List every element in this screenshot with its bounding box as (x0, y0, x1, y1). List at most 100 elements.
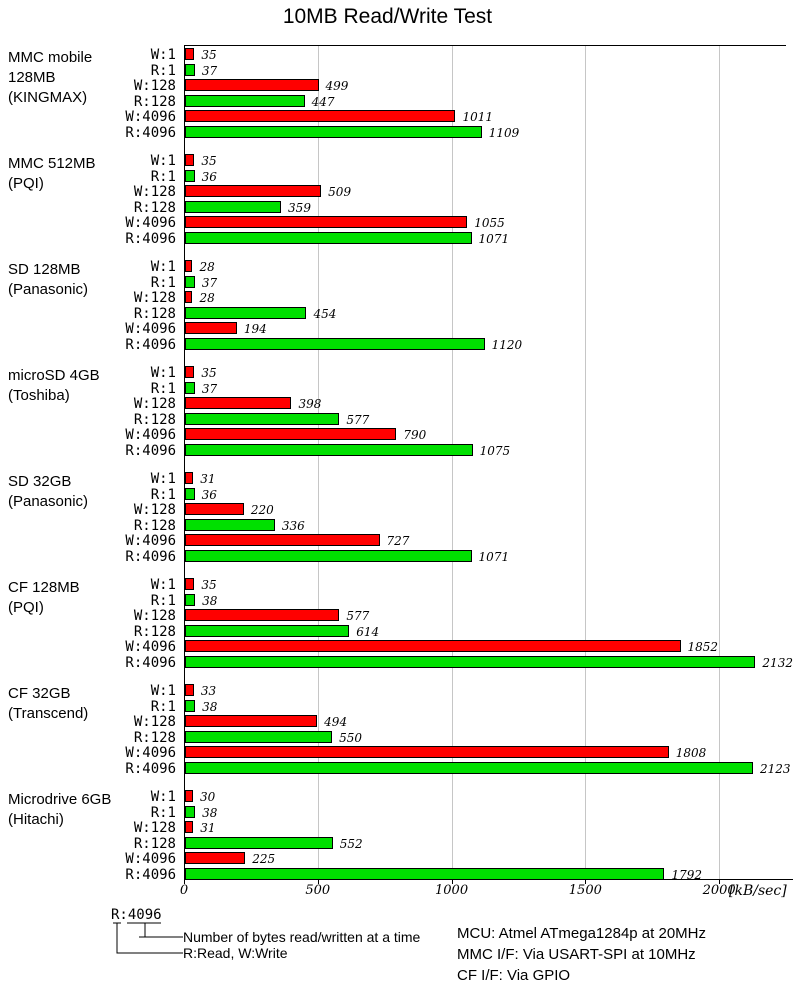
read-speed-bar (185, 655, 756, 668)
bar-row-label: R:128 (133, 835, 176, 852)
bar-group-label: (Hitachi) (8, 811, 64, 828)
bar-row-label: W:128 (133, 184, 176, 200)
bar-row-label: R:4096 (125, 548, 176, 565)
bar-value-label: 550 (339, 730, 363, 745)
bar-row-label: R:4096 (125, 124, 176, 141)
footer-cf-interface-info: CF I/F: Via GPIO (457, 967, 571, 984)
bar-row-label: W:128 (133, 714, 176, 730)
gridline (719, 45, 721, 879)
bar-value-label: 35 (201, 578, 217, 592)
bar-row-label: W:4096 (125, 851, 176, 867)
write-speed-bar (185, 609, 340, 621)
bar-value-label: 2123 (760, 761, 791, 776)
write-speed-bar (185, 821, 194, 833)
bar-group-label: (KINGMAX) (8, 89, 88, 106)
bar-value-label: 33 (200, 684, 217, 698)
bar-value-label: 447 (311, 94, 335, 109)
write-speed-bar (185, 48, 195, 60)
bar-value-label: 31 (200, 472, 216, 486)
write-speed-bar (185, 291, 193, 303)
bar-row-label: R:4096 (125, 760, 176, 777)
plot-top-border (184, 45, 786, 46)
bar-group-label: 128MB (8, 69, 56, 86)
bar-value-label: 37 (201, 275, 218, 290)
bar-value-label: 31 (200, 821, 216, 835)
bar-row-label: R:128 (133, 305, 176, 322)
footer-mmc-interface-info: MMC I/F: Via USART-SPI at 10MHz (457, 946, 696, 963)
write-speed-bar (185, 154, 195, 166)
chart-title: 10MB Read/Write Test (282, 5, 493, 28)
bar-group-label: (PQI) (8, 599, 44, 616)
bar-row-label: W:4096 (125, 533, 176, 549)
write-speed-bar (185, 852, 246, 864)
read-speed-bar (185, 231, 472, 244)
axis-tick (719, 879, 721, 884)
bar-group-label: (Transcend) (8, 705, 89, 722)
bar-value-label: 220 (250, 503, 274, 517)
bar-row-label: R:1 (150, 486, 176, 503)
bar-value-label: 336 (281, 518, 305, 533)
bar-group-label: CF 32GB (8, 685, 71, 702)
bar-row-label: W:1 (150, 259, 176, 275)
bar-value-label: 37 (201, 381, 218, 396)
bar-value-label: 38 (202, 699, 218, 714)
bar-row-label: W:1 (150, 47, 176, 63)
write-speed-bar (185, 185, 322, 197)
bar-value-label: 454 (313, 306, 337, 321)
bar-row-label: W:4096 (125, 109, 176, 125)
axis-tick (585, 879, 587, 884)
bar-row-label: W:1 (150, 683, 176, 699)
bar-value-label: 28 (199, 291, 215, 305)
bar-value-label: 1120 (491, 337, 523, 352)
write-speed-bar (185, 110, 456, 122)
write-speed-bar (185, 746, 669, 758)
bar-value-label: 30 (200, 790, 216, 804)
bar-value-label: 1011 (462, 110, 494, 124)
bar-value-label: 398 (298, 397, 322, 411)
bar-row-label: W:4096 (125, 639, 176, 655)
write-speed-bar (185, 322, 237, 334)
bar-group-label: MMC 512MB (8, 155, 96, 172)
bar-group-label: MMC mobile (8, 49, 93, 66)
bar-value-label: 36 (201, 169, 217, 184)
read-speed-bar (185, 867, 665, 880)
bar-value-label: 35 (201, 48, 217, 62)
read-speed-bar (185, 381, 195, 394)
y-axis-line (184, 45, 185, 884)
read-speed-bar (185, 730, 333, 743)
bar-row-label: R:1 (150, 804, 176, 821)
read-speed-bar (185, 549, 472, 562)
bar-value-label: 552 (339, 836, 363, 851)
bar-row-label: R:4096 (125, 442, 176, 459)
read-speed-bar (185, 94, 305, 107)
bar-value-label: 1071 (478, 231, 510, 246)
bar-value-label: 28 (199, 260, 215, 274)
axis-tick (317, 879, 319, 884)
legend-note-bytes: Number of bytes read/written at a time (183, 929, 421, 945)
bar-value-label: 509 (328, 185, 352, 199)
bar-value-label: 2132 (762, 655, 793, 670)
write-speed-bar (185, 428, 397, 440)
bar-value-label: 790 (403, 428, 427, 442)
read-speed-bar (185, 699, 196, 712)
bar-row-label: W:1 (150, 577, 176, 593)
bar-value-label: 494 (324, 715, 348, 729)
read-speed-bar (185, 487, 195, 500)
bar-row-label: W:128 (133, 396, 176, 412)
bar-row-label: R:4096 (125, 230, 176, 247)
write-speed-bar (185, 684, 194, 696)
bar-value-label: 1852 (687, 640, 719, 654)
bar-value-label: 1075 (479, 443, 511, 458)
bar-value-label: 194 (243, 322, 267, 336)
write-speed-bar (185, 503, 244, 515)
bar-row-label: W:128 (133, 608, 176, 624)
read-speed-bar (185, 593, 196, 606)
bar-row-label: W:1 (150, 153, 176, 169)
bar-row-label: R:1 (150, 62, 176, 79)
footer-mcu-info: MCU: Atmel ATmega1284p at 20MHz (457, 925, 706, 942)
bar-row-label: R:4096 (125, 336, 176, 353)
read-speed-bar (185, 200, 282, 213)
read-speed-bar (185, 836, 333, 849)
bar-row-label: R:1 (150, 698, 176, 715)
write-speed-bar (185, 790, 194, 802)
